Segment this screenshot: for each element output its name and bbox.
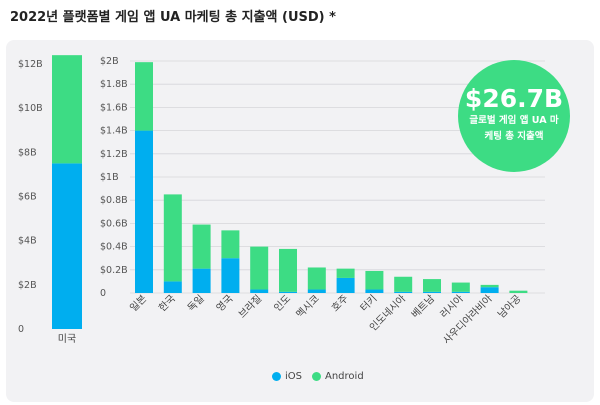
bar-ios bbox=[163, 281, 182, 293]
us-category-label: 미국 bbox=[58, 333, 76, 345]
category-label: 멕시코 bbox=[294, 293, 322, 321]
bar-ios bbox=[192, 268, 211, 293]
bar-android bbox=[307, 267, 326, 290]
category-label: 터키 bbox=[358, 293, 380, 315]
y-tick-label: $2B bbox=[100, 56, 119, 67]
legend-label-android: Android bbox=[325, 371, 364, 382]
category-label: 영국 bbox=[214, 293, 236, 315]
y-tick-label: $1.6B bbox=[100, 102, 128, 113]
us-y-tick-label: $4B bbox=[18, 236, 37, 247]
bar-android bbox=[423, 279, 441, 292]
bar-android bbox=[279, 248, 297, 292]
bar-ios bbox=[451, 291, 470, 293]
bar-android bbox=[365, 270, 384, 290]
legend-swatch-ios bbox=[272, 372, 281, 381]
total-label: 글로벌 게임 앱 UA 마케팅 총 지출액 bbox=[469, 114, 559, 142]
us-y-tick-label: 0 bbox=[18, 324, 24, 335]
category-label: 호주 bbox=[329, 293, 351, 315]
legend-label-ios: iOS bbox=[285, 371, 302, 382]
y-tick-label: 0 bbox=[100, 288, 106, 299]
bar-ios bbox=[365, 289, 384, 293]
total-badge: $26.7B 글로벌 게임 앱 UA 마케팅 총 지출액 bbox=[458, 60, 570, 172]
bar-ios bbox=[423, 291, 441, 293]
bar-android bbox=[480, 284, 499, 288]
category-label: 러시아 bbox=[438, 293, 466, 321]
chart-title: 2022년 플랫폼별 게임 앱 UA 마케팅 총 지출액 (USD) * bbox=[10, 10, 336, 25]
bar-android bbox=[394, 276, 413, 292]
bar-ios bbox=[250, 289, 269, 293]
y-tick-label: $1.8B bbox=[100, 79, 128, 90]
us-y-tick-label: $8B bbox=[18, 147, 37, 158]
bar-android bbox=[192, 224, 211, 269]
chart-legend: iOS Android bbox=[272, 371, 374, 382]
bar-ios bbox=[394, 291, 413, 293]
us-bar-ios bbox=[52, 163, 82, 329]
us-y-tick-label: $6B bbox=[18, 192, 37, 203]
category-label: 독일 bbox=[185, 293, 207, 315]
us-y-tick-label: $2B bbox=[18, 280, 37, 291]
y-tick-label: $1B bbox=[100, 172, 119, 183]
category-label: 베트남 bbox=[409, 293, 437, 321]
bar-android bbox=[250, 246, 269, 290]
category-label: 인도 bbox=[272, 293, 294, 315]
y-tick-label: $0.4B bbox=[100, 242, 128, 253]
us-y-tick-label: $12B bbox=[18, 59, 43, 70]
category-label: 브라질 bbox=[236, 293, 264, 321]
category-label: 사우디아라비아 bbox=[441, 293, 495, 347]
bar-ios bbox=[135, 130, 153, 293]
bar-android bbox=[221, 230, 240, 259]
y-tick-label: $1.2B bbox=[100, 149, 128, 160]
us-bar-android bbox=[52, 55, 82, 164]
category-label: 남아공 bbox=[496, 293, 524, 321]
bar-android bbox=[451, 282, 470, 292]
y-tick-label: $1.4B bbox=[100, 126, 128, 137]
category-label: 한국 bbox=[156, 293, 178, 315]
y-tick-label: $0.6B bbox=[100, 218, 128, 229]
us-y-tick-label: $10B bbox=[18, 103, 43, 114]
y-tick-label: $0.2B bbox=[100, 265, 128, 276]
legend-item-ios: iOS bbox=[272, 371, 302, 382]
bar-ios bbox=[307, 289, 326, 293]
legend-item-android: Android bbox=[312, 371, 364, 382]
bar-android bbox=[135, 62, 153, 131]
bar-ios bbox=[279, 291, 297, 293]
bar-ios bbox=[480, 287, 499, 293]
total-amount: $26.7B bbox=[464, 83, 564, 113]
bar-ios bbox=[336, 277, 355, 293]
legend-swatch-android bbox=[312, 372, 321, 381]
bar-android bbox=[336, 268, 355, 278]
category-label: 일본 bbox=[128, 293, 150, 315]
y-tick-label: $0.8B bbox=[100, 195, 128, 206]
bar-android bbox=[509, 290, 528, 293]
bar-ios bbox=[221, 258, 240, 293]
bar-android bbox=[163, 194, 182, 282]
